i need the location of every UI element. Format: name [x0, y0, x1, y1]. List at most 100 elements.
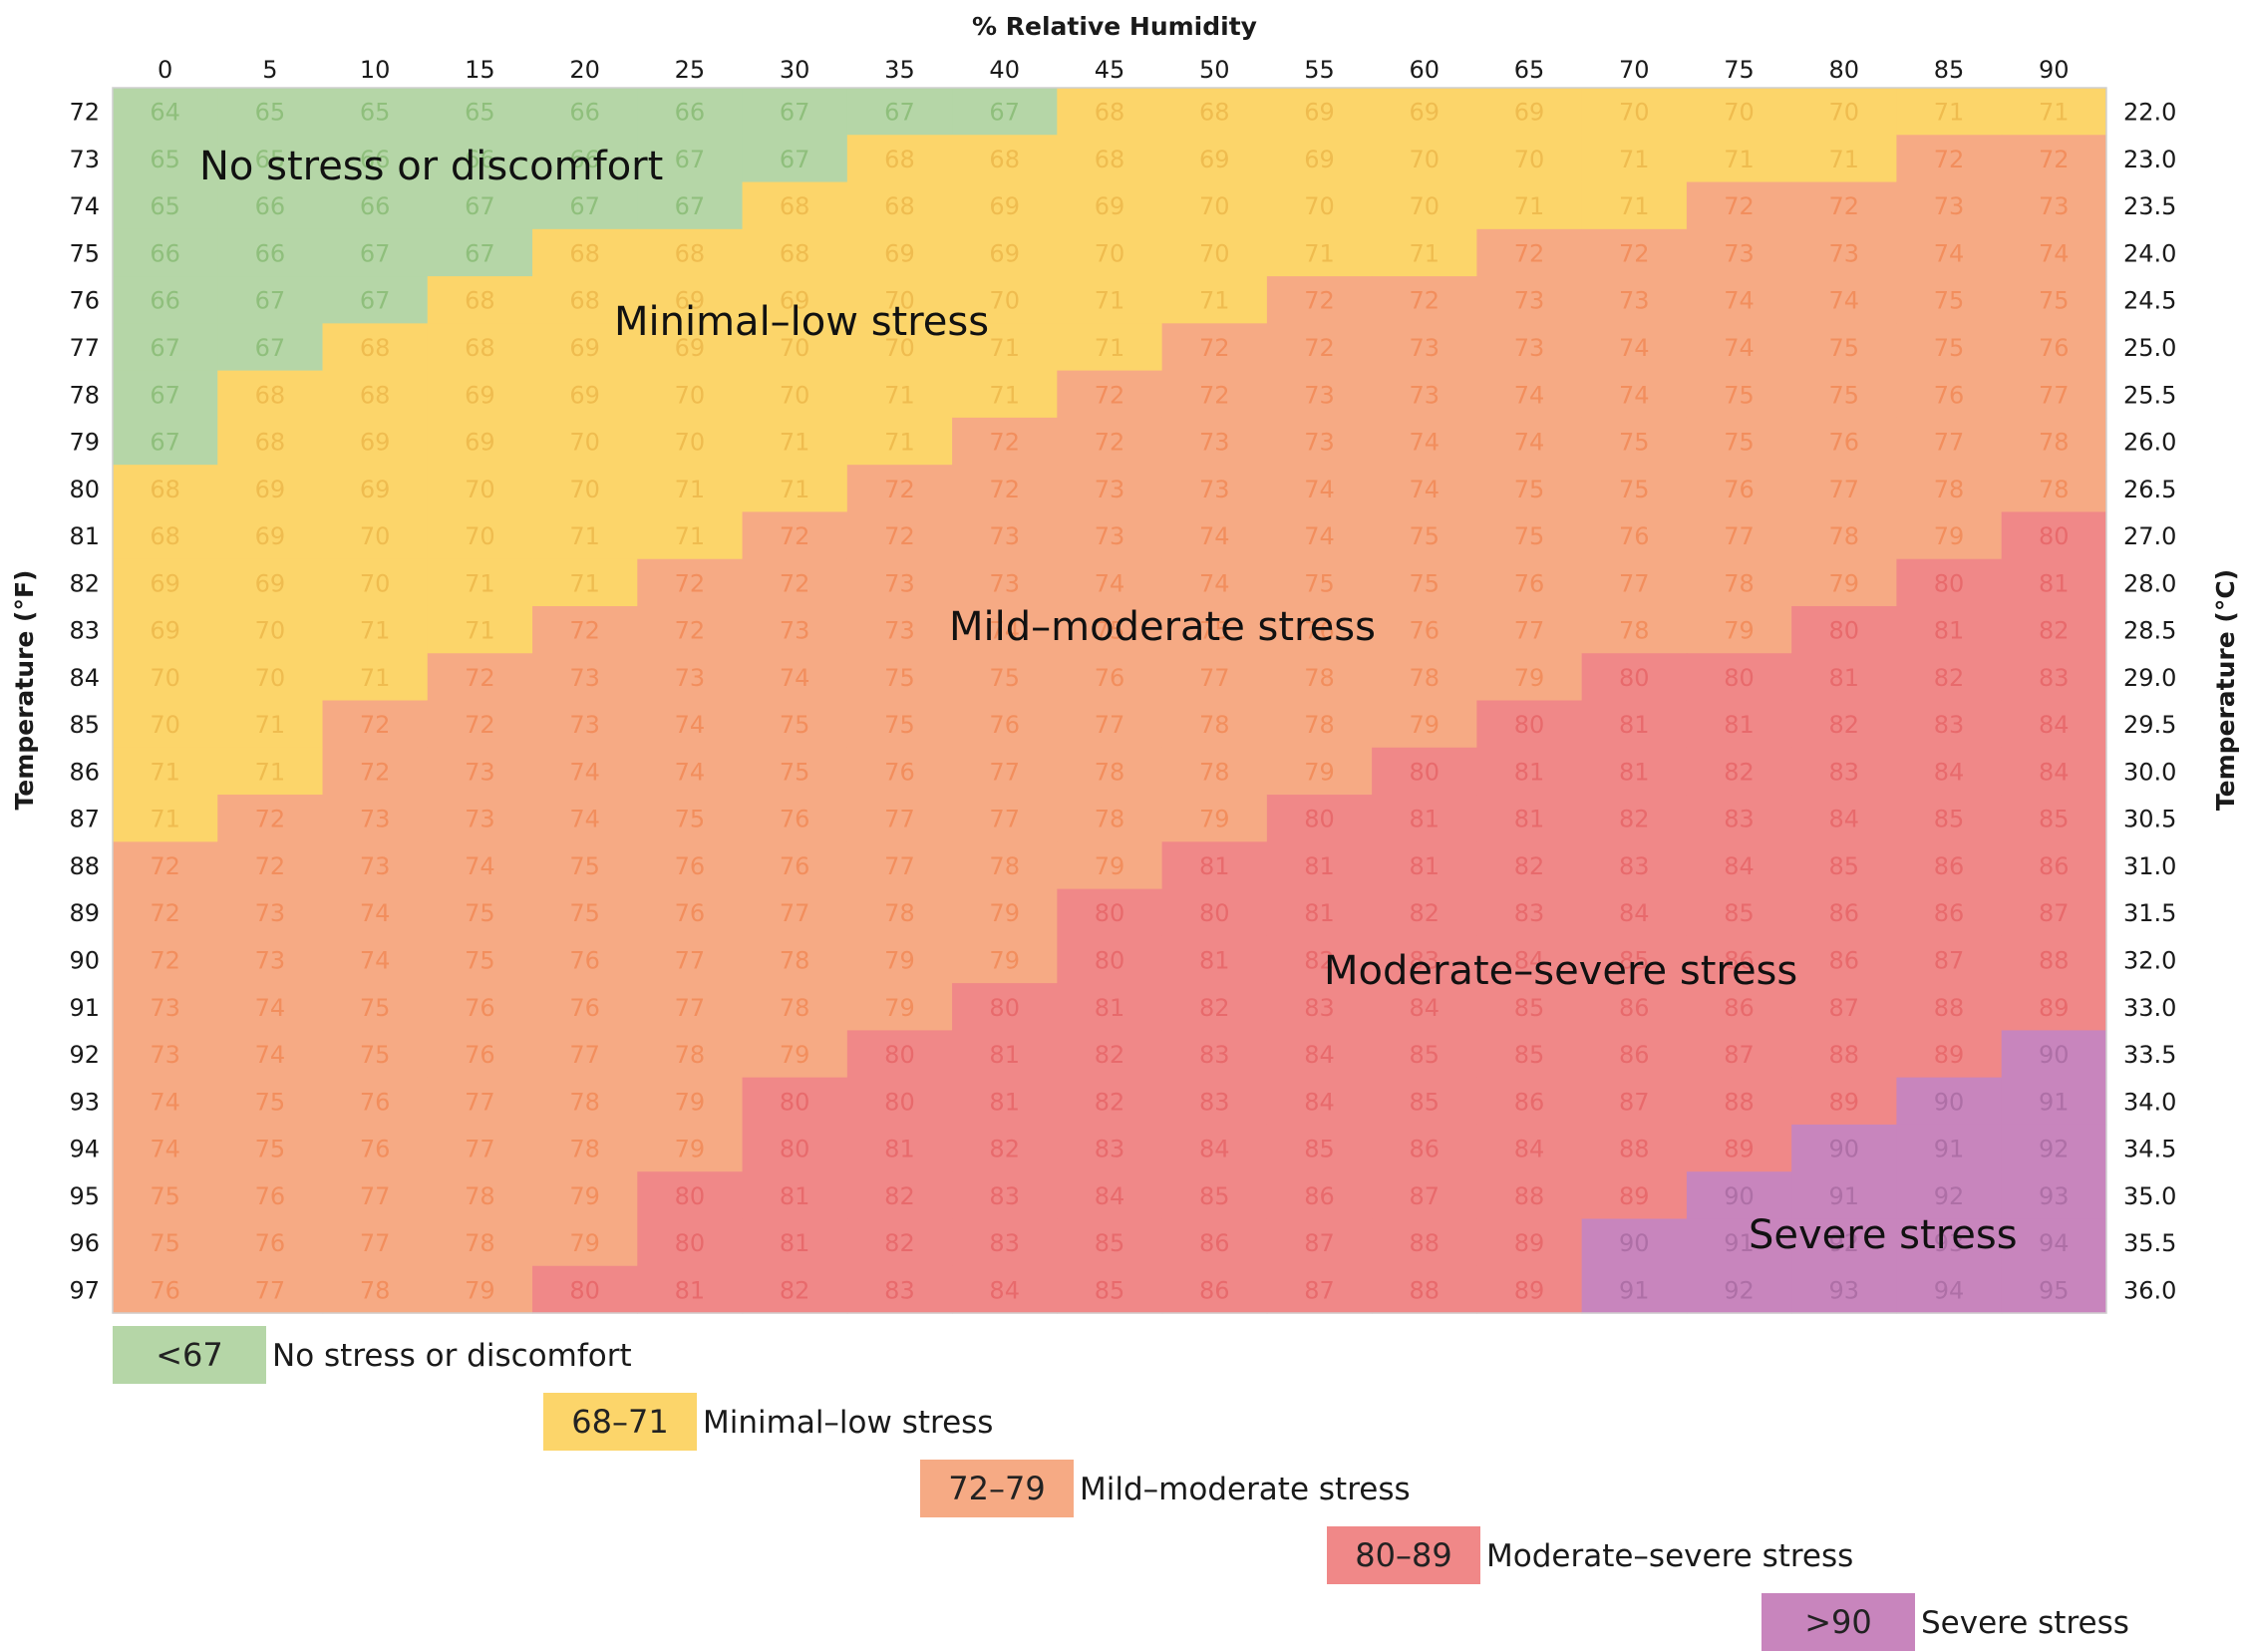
x-axis-title: % Relative Humidity [972, 12, 1257, 41]
heatmap-cell-value: 74 [1304, 522, 1335, 550]
heatmap-cell [1476, 653, 1583, 702]
celsius-tick-label: 23.5 [2123, 192, 2176, 220]
heatmap-cell [952, 795, 1058, 842]
fahrenheit-tick-label: 76 [69, 287, 100, 315]
heatmap-cell-value: 78 [1095, 806, 1125, 833]
heatmap-cell-value: 74 [1934, 239, 1965, 267]
heatmap-cell-value: 74 [1829, 287, 1860, 315]
heatmap-cell [113, 795, 218, 842]
legend-swatch [543, 1393, 697, 1451]
heatmap-cell [427, 1171, 533, 1220]
celsius-tick-label: 25.5 [2123, 381, 2176, 409]
heatmap-cell [1372, 370, 1477, 419]
heatmap-cell-value: 84 [1724, 852, 1755, 880]
heatmap-cell [742, 276, 848, 324]
heatmap-cell-value: 76 [360, 1088, 391, 1116]
heatmap-cell [1896, 88, 2003, 136]
heatmap-cell [952, 1218, 1058, 1267]
heatmap-cell-value: 75 [255, 1136, 286, 1163]
heatmap-cell [113, 370, 218, 419]
heatmap-cell [952, 935, 1058, 984]
heatmap-cell-value: 67 [465, 239, 495, 267]
heatmap-cell-value: 76 [1095, 664, 1125, 692]
heatmap-cell-value: 78 [465, 1182, 495, 1210]
heatmap-cell-value: 68 [1095, 146, 1125, 173]
celsius-tick-label: 33.0 [2123, 994, 2176, 1022]
heatmap-cell [742, 135, 848, 183]
fahrenheit-tick-label: 73 [69, 146, 100, 173]
heatmap-cell-value: 89 [1934, 1041, 1965, 1069]
heatmap-cell-value: 66 [150, 239, 180, 267]
heatmap-cell [1161, 1077, 1268, 1126]
heatmap-cell-value: 73 [989, 522, 1020, 550]
heatmap-cell-value: 72 [150, 852, 180, 880]
celsius-tick-label: 29.5 [2123, 711, 2176, 739]
heatmap-cell [217, 1218, 324, 1267]
heatmap-cell [742, 983, 848, 1031]
heatmap-cell-value: 72 [1514, 239, 1545, 267]
heatmap-cell [1686, 228, 1792, 277]
heatmap-cell-value: 77 [255, 1276, 286, 1304]
heatmap-cell-value: 68 [255, 381, 286, 409]
heatmap-cell [1057, 935, 1163, 984]
heatmap-cell-value: 71 [255, 758, 286, 786]
heatmap-cell-value: 84 [1514, 1136, 1545, 1163]
heatmap-cell [952, 276, 1058, 324]
heatmap-cell [846, 1171, 953, 1220]
heatmap-cell-value: 83 [1619, 852, 1650, 880]
heatmap-cell [637, 417, 744, 466]
heatmap-cell [1057, 135, 1163, 183]
heatmap-cell-value: 69 [150, 569, 180, 597]
heatmap-cell [427, 747, 533, 796]
heatmap-cell-value: 67 [675, 192, 706, 220]
heatmap-cell [846, 888, 953, 937]
heatmap-cell [1266, 511, 1373, 560]
heatmap-cell [113, 465, 218, 513]
heatmap-cell [637, 1124, 744, 1172]
heatmap-cell [1896, 935, 2003, 984]
fahrenheit-tick-label: 91 [69, 994, 100, 1022]
humidity-tick-label: 15 [465, 56, 495, 84]
heatmap-cell [846, 511, 953, 560]
heatmap-cell [1476, 983, 1583, 1031]
heatmap-cell-value: 92 [2039, 1136, 2070, 1163]
heatmap-cell-value: 70 [1829, 99, 1860, 127]
heatmap-cell-value: 86 [1199, 1229, 1230, 1257]
heatmap-cell [742, 511, 848, 560]
heatmap-cell-value: 71 [884, 429, 915, 457]
humidity-tick-label: 55 [1304, 56, 1335, 84]
heatmap-cell [846, 841, 953, 890]
heatmap-cell-value: 72 [2039, 146, 2070, 173]
heatmap-cell [532, 417, 638, 466]
heatmap-cell-value: 68 [150, 476, 180, 503]
heatmap-cell [1476, 323, 1583, 372]
heatmap-cell [1896, 1030, 2003, 1079]
heatmap-cell [427, 181, 533, 230]
heatmap-cell [637, 88, 744, 136]
heatmap-cell-value: 72 [675, 569, 706, 597]
heatmap-cell-value: 72 [360, 711, 391, 739]
heatmap-cell [1057, 1171, 1163, 1220]
heatmap-cell [113, 135, 218, 183]
fahrenheit-tick-label: 84 [69, 664, 100, 692]
heatmap-cell [1686, 1030, 1792, 1079]
heatmap-cell-value: 81 [1514, 758, 1545, 786]
heatmap-cell-value: 90 [1724, 1182, 1755, 1210]
heatmap-cell-value: 70 [569, 429, 600, 457]
heatmap-cell-value: 68 [150, 522, 180, 550]
heatmap-cell-value: 75 [1514, 476, 1545, 503]
heatmap-cell [637, 370, 744, 419]
heatmap-cell-value: 65 [150, 192, 180, 220]
heatmap-cell-value: 70 [150, 711, 180, 739]
heatmap-cell-value: 76 [1724, 476, 1755, 503]
legend: <67 No stress or discomfort 68–71 Minimal–l… [113, 1326, 2129, 1651]
heatmap-cell [2001, 605, 2107, 654]
heatmap-cell [1686, 1171, 1792, 1220]
heatmap-cell-value: 82 [1304, 947, 1335, 975]
heatmap-cell [742, 1030, 848, 1079]
heatmap-cell [1372, 135, 1477, 183]
heatmap-cell [1686, 323, 1792, 372]
heatmap-cell [1372, 795, 1477, 842]
heatmap-cell-value: 91 [2039, 1088, 2070, 1116]
heatmap-cell [2001, 465, 2107, 513]
